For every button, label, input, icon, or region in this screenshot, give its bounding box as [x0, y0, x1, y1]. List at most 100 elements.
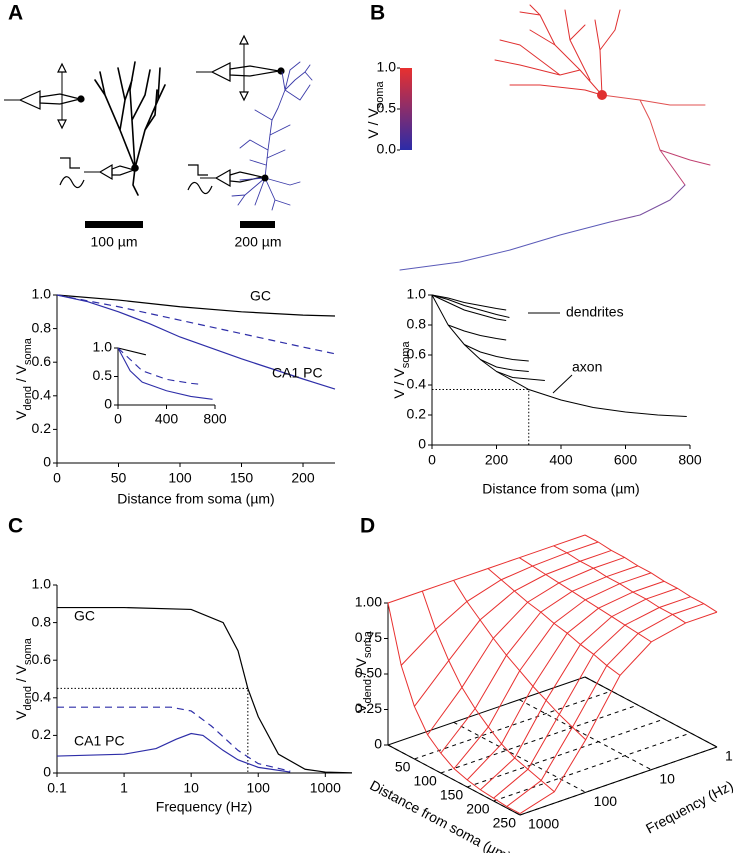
scale-bar	[85, 221, 143, 228]
axis-label: V / Vsoma	[365, 80, 386, 138]
scale-bar-label: 200 µm	[235, 234, 282, 250]
x-tick-label: 800	[203, 411, 227, 427]
surface-mesh-column	[493, 596, 691, 799]
grid-line	[467, 718, 665, 788]
line-series	[56, 294, 336, 317]
x-tick-label: 400	[155, 411, 179, 427]
x-axis-label: Distance from soma (µm)	[482, 481, 639, 497]
grid-line	[414, 690, 612, 760]
z-tick-label: 1.00	[355, 594, 382, 610]
y-tick-label: 0.8	[32, 613, 52, 629]
y-tick-label: 1.0	[32, 576, 52, 592]
y-tick-label: 0.2	[32, 420, 52, 436]
surface-mesh-column	[387, 534, 586, 604]
z-tick-label: 0.25	[355, 700, 382, 716]
grid-line	[440, 704, 638, 774]
axis-label: Vdend / Vsoma	[13, 637, 34, 720]
axis-label-part: soma	[400, 340, 412, 368]
line-series	[56, 732, 291, 773]
y-tick-label: 100	[594, 793, 618, 809]
x-tick-label: 50	[111, 470, 127, 486]
colorbar-tick-label: 0.0	[377, 141, 397, 157]
surface-mesh-row	[421, 590, 555, 793]
x-tick-label: 150	[230, 470, 254, 486]
colorbar-tick-label: 1.0	[377, 59, 397, 75]
axis-label: Vdend / Vsoma	[353, 630, 374, 713]
line-series	[464, 344, 529, 362]
x-tick-label: 10	[183, 780, 199, 796]
y-tick-label: 0.8	[407, 316, 427, 332]
x-tick-label: 0.1	[47, 780, 67, 796]
axis-label-part: / V	[353, 657, 369, 679]
series-label: GC	[74, 608, 95, 624]
axis-label-part: V	[13, 410, 29, 420]
y-tick-label: 1.0	[32, 286, 52, 302]
axis-label-part: soma	[22, 337, 34, 365]
scale-bar	[240, 221, 275, 228]
y-tick-label: 0.4	[32, 387, 52, 403]
annotation: axon	[572, 359, 602, 375]
floor-edge	[387, 676, 586, 746]
panel-label: A	[8, 2, 23, 25]
line-series	[431, 294, 507, 321]
x-tick-label: 0	[53, 470, 61, 486]
x-axis-label: Frequency (Hz)	[156, 799, 252, 815]
y-tick-label: 1	[725, 748, 733, 764]
line-series	[431, 294, 510, 318]
ca1-morphology	[231, 61, 313, 211]
grid-line	[519, 699, 652, 771]
x-tick-label: 200	[466, 801, 490, 817]
panel-label: D	[360, 515, 375, 538]
y-tick-label: 0.4	[32, 689, 52, 705]
surface-mesh-row	[584, 534, 718, 613]
x-tick-label: 600	[614, 452, 638, 468]
reference-line	[432, 389, 530, 445]
panel-label: B	[370, 2, 385, 25]
y-tick-label: 0.6	[32, 353, 52, 369]
grid-line	[387, 744, 521, 816]
axis-label-part: soma	[374, 80, 386, 108]
surface-mesh-column	[453, 572, 652, 769]
axis-label-part: soma	[362, 630, 374, 658]
x-tick-label: 200	[485, 452, 509, 468]
x-tick-label: 250	[493, 815, 517, 831]
scale-bar-label: 100 µm	[91, 234, 138, 250]
line-series	[56, 294, 336, 390]
y-tick-label: 10	[659, 770, 675, 786]
panel-label: C	[8, 515, 23, 538]
x-tick-label: 100	[247, 780, 271, 796]
axis-label-part: V	[353, 703, 369, 713]
line-series	[57, 706, 291, 772]
series-label: CA1 PC	[272, 365, 323, 381]
line-series	[431, 294, 507, 311]
y-tick-label: 0.4	[407, 376, 427, 392]
surface-mesh-column	[466, 580, 665, 781]
axis-label-part: V / V	[391, 368, 407, 399]
x-tick-label: 0	[428, 452, 436, 468]
axis-label-part: dend	[22, 386, 34, 410]
surface-mesh-column	[506, 603, 704, 807]
axis-label-part: soma	[22, 637, 34, 665]
y-tick-label: 0.8	[32, 319, 52, 335]
surface-mesh-row	[387, 602, 521, 815]
line-series	[57, 606, 353, 774]
y-tick-label: 1.0	[407, 286, 427, 302]
colorbar	[400, 68, 412, 150]
surface-mesh-column	[413, 549, 612, 707]
surface-mesh-row	[487, 568, 621, 676]
line-series	[447, 324, 507, 341]
series-label: GC	[250, 288, 271, 304]
y-tick-label: 1.0	[93, 339, 113, 355]
x-tick-label: 50	[395, 759, 411, 775]
axis-label-part: V	[13, 710, 29, 720]
y-axis-label: Frequency (Hz)	[643, 777, 736, 836]
y-tick-label: 0	[43, 764, 51, 780]
line-series	[117, 347, 147, 356]
x-tick-label: 150	[440, 787, 464, 803]
x-tick-label: 1	[120, 780, 128, 796]
line-series	[117, 347, 213, 400]
x-tick-label: 800	[678, 452, 702, 468]
y-tick-label: 0.5	[93, 367, 113, 383]
axis-label-part: dend	[22, 686, 34, 710]
